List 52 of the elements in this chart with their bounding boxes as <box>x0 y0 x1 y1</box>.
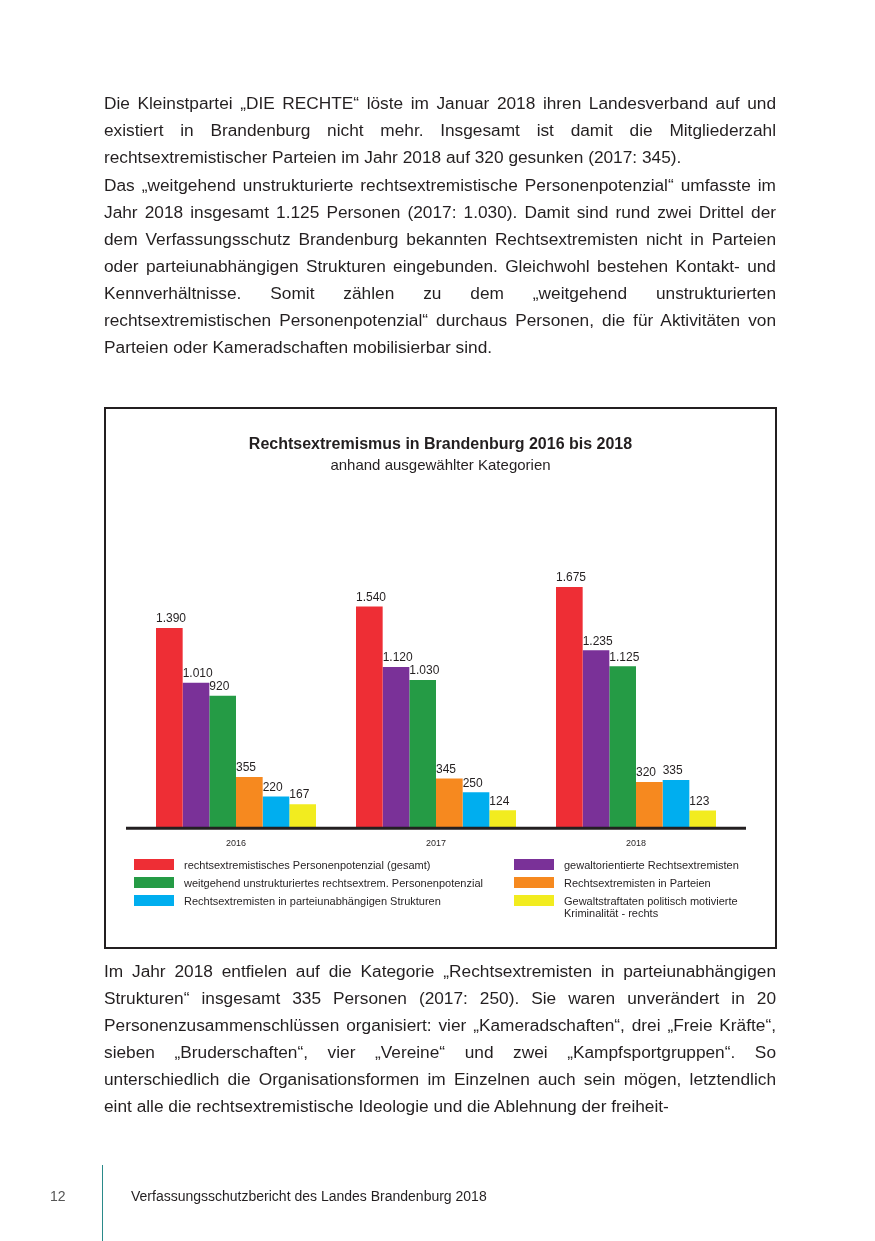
bar <box>609 666 636 829</box>
data-label: 250 <box>462 775 484 790</box>
bar <box>289 804 316 829</box>
x-tick-label: 2017 <box>425 838 447 849</box>
data-label: 1.030 <box>409 663 440 678</box>
bar <box>462 792 490 829</box>
legend-label: weitgehend unstrukturiertes rechtsextrem. Personenpotenzial <box>184 877 483 889</box>
text: 12 <box>50 1188 66 1204</box>
bar <box>556 587 583 829</box>
data-label: 1.390 <box>156 611 187 626</box>
bar <box>689 810 716 829</box>
x-tick-label: 2016 <box>225 838 247 849</box>
bar <box>636 782 663 829</box>
x-tick-label: 2018 <box>625 838 647 849</box>
text: Verfassungsschutzbericht des Landes Brandenburg 2018 <box>131 1188 487 1204</box>
data-label: 345 <box>436 761 457 776</box>
data-label: 355 <box>236 760 257 775</box>
bar <box>489 810 516 829</box>
legend-label: rechtsextremistisches Personenpotenzial (gesamt) <box>184 859 431 871</box>
bar <box>356 606 383 829</box>
data-label: 920 <box>209 679 230 694</box>
data-label: 1.540 <box>356 589 387 604</box>
data-label: 320 <box>636 765 657 780</box>
data-label: 123 <box>689 793 710 808</box>
bar <box>436 778 463 829</box>
text: Im Jahr 2018 entfielen auf die Kategorie „Rechtsextremisten in parteiunabhängigen Strukturen“ insgesamt 335 Personen (2017: 250). Sie waren unverändert in 20 Personenzusammenschlüssen organisiert: vier „Kameradschaften“, drei „Freie Kräfte“, sieben „Bruderschaften“, vier „Vereine“ und zwei „Kampfsportgruppen“. So unterschiedlich die Organisationsformen im Einzelnen auch sein mögen, letztendlich eint alle die rechtsextremistische Ideologie und die Ablehnung der freiheit- <box>104 960 776 1118</box>
chart-title: Rechtsextremismus in Brandenburg 2016 bis 2018 <box>247 435 634 453</box>
legend-label: Rechtsextremisten in Parteien <box>564 877 711 889</box>
data-label: 335 <box>662 763 684 778</box>
bar <box>582 650 610 829</box>
chart-subtitle: anhand ausgewählter Kategorien <box>329 456 552 473</box>
legend-label: gewaltorientierte Rechtsextremisten <box>564 859 739 871</box>
bar <box>662 779 690 829</box>
legend-label: Rechtsextremisten in parteiunabhängigen Strukturen <box>184 895 441 907</box>
data-label: 220 <box>262 779 284 794</box>
legend-label: Gewaltstraftaten politisch motivierte Kriminalität - rechts <box>564 895 739 919</box>
data-label: 1.120 <box>382 650 414 665</box>
bar <box>209 695 236 829</box>
data-label: 167 <box>289 787 310 802</box>
data-label: 1.675 <box>556 570 587 585</box>
data-label: 1.010 <box>182 666 214 681</box>
text: Die Kleinstpartei „DIE RECHTE“ löste im Januar 2018 ihren Landesverband auf und existiert in Brandenburg nicht mehr. Insgesamt ist damit die Mitgliederzahl rechtsextremistischer Parteien im Jahr 2018 auf 320 gesunken (2017: 345). <box>104 92 776 169</box>
text: Das „weitgehend unstrukturierte rechtsextremistische Personenpotenzial“ umfasste im Jahr 2018 insgesamt 1.125 Personen (2017: 1.030). Damit sind rund zwei Drittel der dem Verfassungsschutz Brandenburg bekannten Rechtsextremisten nicht in Parteien oder parteiunabhängigen Strukturen eingebunden. Gleichwohl bestehen Kontakt- und Kennverhältnisse. Somit zählen zu dem „weitgehend unstrukturierten rechtsextremistischen Personenpotenzial“ durchaus Personen, die für Aktivitäten von Parteien oder Kameradschaften mobilisierbar sind. <box>104 174 776 359</box>
bar <box>182 682 210 829</box>
data-label: 1.235 <box>582 633 614 648</box>
bar <box>262 796 290 829</box>
bar <box>156 628 183 829</box>
bar <box>236 777 263 829</box>
bar <box>382 666 410 829</box>
bar <box>409 679 436 829</box>
data-label: 1.125 <box>609 649 640 664</box>
data-label: 124 <box>489 793 510 808</box>
